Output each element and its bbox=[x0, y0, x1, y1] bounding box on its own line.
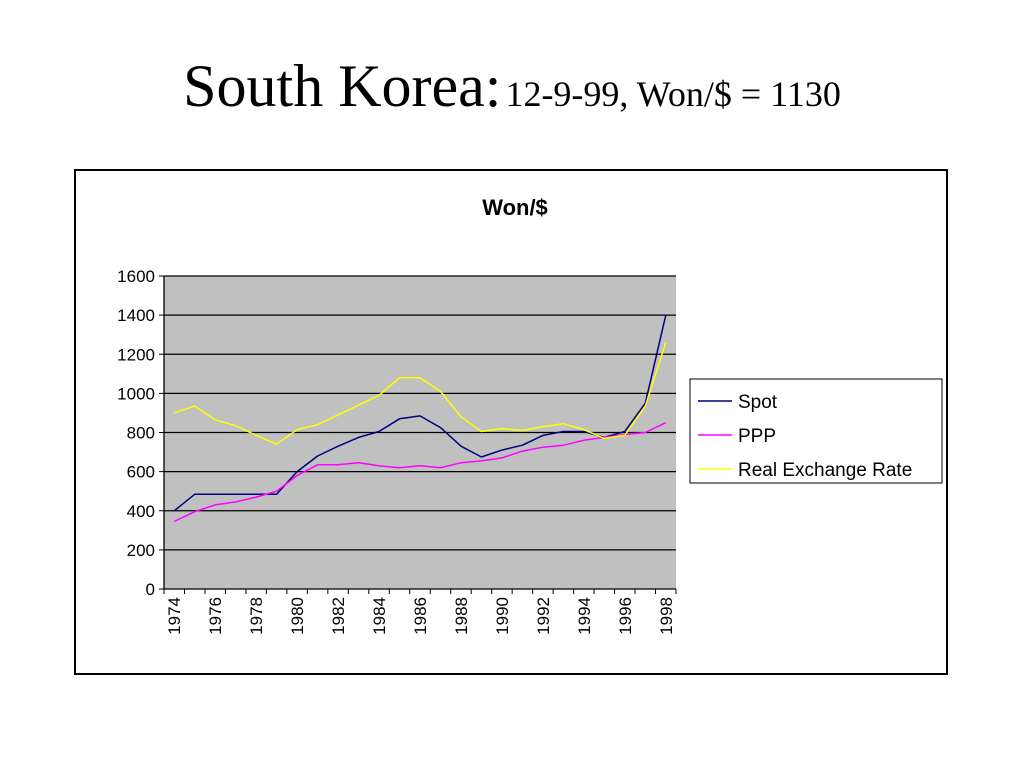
y-tick-label: 0 bbox=[146, 580, 155, 599]
legend: Spot PPP Real Exchange Rate bbox=[689, 378, 943, 484]
x-tick-label: 1990 bbox=[493, 597, 512, 635]
y-tick-label: 400 bbox=[127, 502, 155, 521]
legend-label: Real Exchange Rate bbox=[738, 460, 912, 481]
x-tick-label: 1998 bbox=[657, 597, 676, 635]
y-tick-label: 600 bbox=[127, 463, 155, 482]
slide-title-sub: 12-9-99, Won/$ = 1130 bbox=[505, 74, 841, 114]
y-tick-label: 800 bbox=[127, 424, 155, 443]
x-tick-label: 1978 bbox=[247, 597, 266, 635]
x-tick-label: 1976 bbox=[206, 597, 225, 635]
series-lines bbox=[173, 314, 667, 523]
slide-title-main: South Korea: bbox=[183, 53, 502, 119]
y-tick-label: 1000 bbox=[117, 384, 155, 403]
axes: 0 200 400 600 800 1000 1200 1400 1600 1974 1976 197… bbox=[117, 267, 677, 635]
x-tick-label: 1982 bbox=[329, 597, 348, 635]
legend-label: Spot bbox=[738, 392, 778, 413]
y-tick-label: 1600 bbox=[117, 267, 155, 286]
x-tick-label: 1986 bbox=[411, 597, 430, 635]
x-tick-label: 1994 bbox=[575, 597, 594, 635]
x-tick-label: 1988 bbox=[452, 597, 471, 635]
chart-title: Won/$ bbox=[482, 195, 548, 220]
chart-frame: Won/$ 0 200 400 600 800 1000 1200 1400 1600 1974 1… bbox=[74, 169, 948, 675]
x-tick-label: 1996 bbox=[616, 597, 635, 635]
series-line-2 bbox=[173, 422, 667, 523]
y-tick-label: 1200 bbox=[117, 345, 155, 364]
series-line-1 bbox=[173, 314, 667, 512]
series-line-3 bbox=[173, 342, 667, 445]
y-tick-label: 200 bbox=[127, 541, 155, 560]
legend-label: PPP bbox=[738, 426, 776, 447]
x-tick-label: 1980 bbox=[288, 597, 307, 635]
slide-title: South Korea: 12-9-99, Won/$ = 1130 bbox=[0, 52, 1024, 121]
legend-box bbox=[689, 378, 943, 484]
x-tick-label: 1984 bbox=[370, 597, 389, 635]
line-chart: Won/$ 0 200 400 600 800 1000 1200 1400 1600 1974 1… bbox=[117, 195, 943, 635]
y-tick-label: 1400 bbox=[117, 306, 155, 325]
x-tick-label: 1992 bbox=[534, 597, 553, 635]
x-tick-label: 1974 bbox=[165, 597, 184, 635]
